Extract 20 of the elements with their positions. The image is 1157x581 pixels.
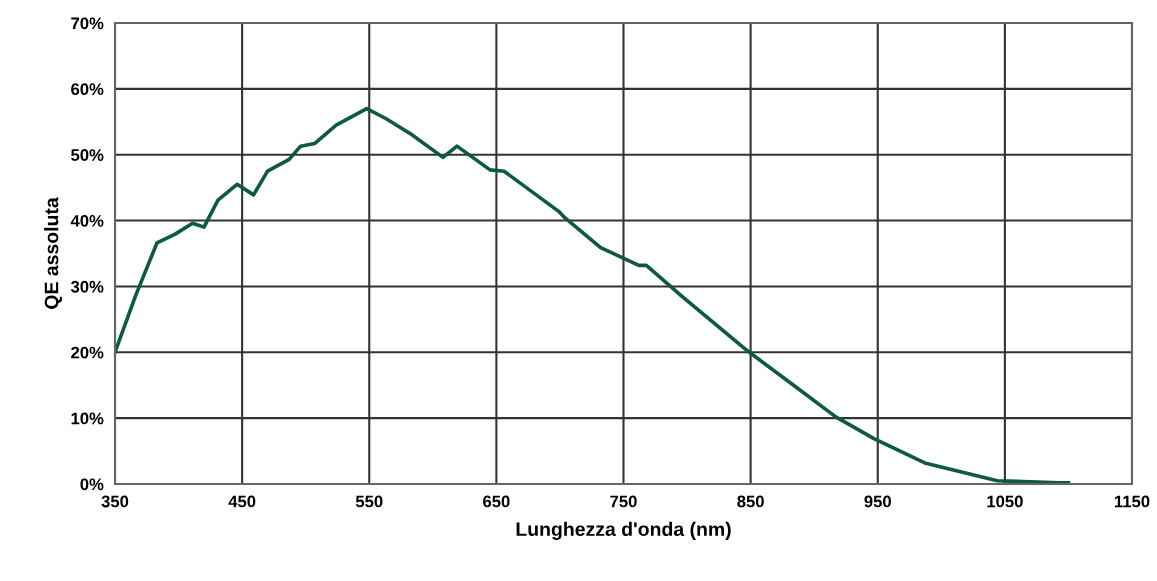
y-axis-title: QE assoluta [44, 197, 62, 309]
x-tick-label: 1050 [987, 495, 1023, 508]
y-tick-label: 10% [71, 412, 104, 425]
x-tick-label: 950 [864, 495, 891, 508]
x-tick-label: 650 [483, 495, 510, 508]
y-tick-label: 40% [70, 214, 104, 227]
x-tick-label: 1150 [1114, 495, 1150, 508]
y-tick-label: 70% [71, 17, 104, 30]
y-tick-label: 0% [80, 478, 104, 491]
y-tick-label: 60% [71, 83, 104, 96]
y-tick-label: 20% [71, 346, 104, 359]
x-axis-title: Lunghezza d'onda (nm) [516, 521, 731, 540]
line-series [115, 106, 1071, 484]
x-tick-label: 850 [737, 495, 764, 508]
y-tick-label: 50% [71, 149, 104, 161]
x-tick-label: 350 [101, 495, 129, 508]
x-tick-label: 750 [610, 495, 637, 508]
x-tick-label: 550 [355, 495, 383, 508]
y-tick-label: 30% [70, 280, 104, 293]
x-tick-label: 450 [228, 495, 256, 508]
